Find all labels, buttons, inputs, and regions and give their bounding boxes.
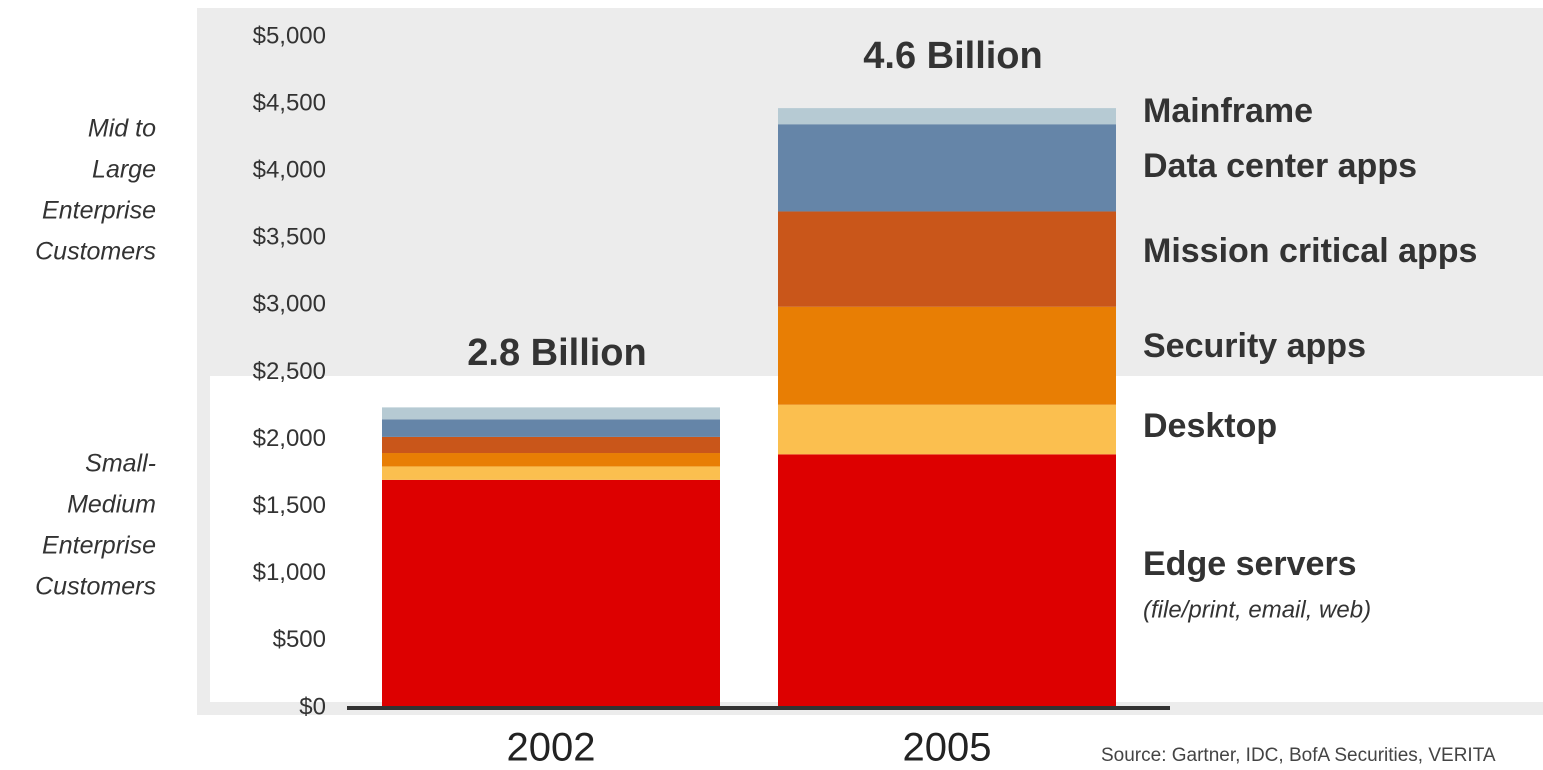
bar-segment (382, 407, 720, 420)
y-tick-label: $2,000 (253, 425, 326, 452)
y-tick-label: $4,500 (253, 89, 326, 116)
segment-label: Customers (35, 238, 156, 266)
edge-servers-note: (file/print, email, web) (1143, 596, 1371, 623)
source: Source: Gartner, IDC, BofA Securities, V… (1101, 745, 1496, 766)
bar-segment (778, 404, 1116, 455)
y-tick-label: $3,000 (253, 291, 326, 318)
total-label: 4.6 Billion (863, 35, 1042, 77)
y-tick-label: $4,000 (253, 157, 326, 184)
bar-segment (778, 108, 1116, 125)
y-tick-label: $5,000 (253, 22, 326, 49)
segment-label: Medium (67, 491, 156, 519)
bar-segment (382, 466, 720, 480)
series-label: Mission critical apps (1143, 232, 1477, 270)
segment-label: Customers (35, 573, 156, 601)
bar-segment (382, 479, 720, 708)
series-label: Edge servers (1143, 545, 1357, 583)
bar-segment (778, 454, 1116, 708)
bar-segment (778, 211, 1116, 307)
bar-segment (382, 436, 720, 454)
y-tick-label: $0 (299, 693, 326, 720)
segment-label: Small- (85, 450, 156, 478)
series-label: Desktop (1143, 407, 1277, 445)
x-tick-label: 2005 (903, 726, 992, 770)
series-label: Security apps (1143, 327, 1366, 365)
segment-label: Mid to (88, 115, 156, 143)
y-tick-label: $2,500 (253, 358, 326, 385)
bar-segment (382, 419, 720, 437)
segment-label: Large (92, 156, 156, 184)
y-tick-label: $3,500 (253, 224, 326, 251)
bar-segment (778, 124, 1116, 212)
y-tick-label: $1,000 (253, 559, 326, 586)
total-label: 2.8 Billion (467, 332, 646, 374)
segment-label: Enterprise (42, 532, 156, 560)
segment-label: Enterprise (42, 197, 156, 225)
series-label: Data center apps (1143, 147, 1417, 185)
bar-segment (382, 453, 720, 467)
y-tick-label: $1,500 (253, 492, 326, 519)
bar-segment (778, 306, 1116, 405)
x-tick-label: 2002 (507, 726, 596, 770)
series-label: Mainframe (1143, 92, 1313, 130)
y-tick-label: $500 (273, 626, 326, 653)
